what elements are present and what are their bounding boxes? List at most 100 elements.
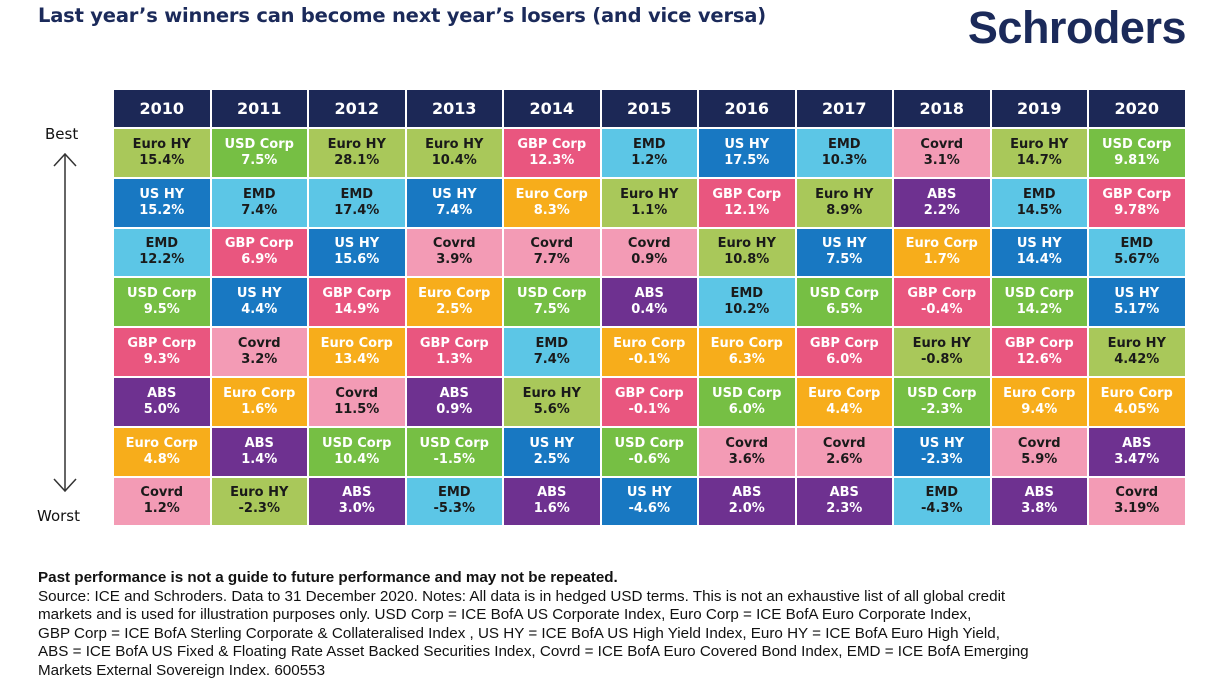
table-cell: USD Corp 6.5% bbox=[796, 278, 892, 327]
asset-name: Euro Corp bbox=[808, 385, 881, 401]
asset-name: Covrd bbox=[822, 435, 866, 451]
asset-name: Covrd bbox=[627, 236, 671, 252]
table-cell: Euro Corp 8.3% bbox=[504, 178, 600, 227]
table-cell: USD Corp -0.6% bbox=[601, 427, 697, 476]
asset-return: 6.0% bbox=[826, 352, 863, 368]
table-cell: Covrd 3.2% bbox=[211, 328, 307, 376]
source-line: Markets External Sovereign Index. 600553 bbox=[38, 661, 326, 679]
table-cell: GBP Corp 9.3% bbox=[114, 328, 210, 376]
year-header: 2010 bbox=[114, 90, 210, 127]
table-cell: ABS 2.3% bbox=[796, 477, 892, 526]
asset-return: 1.6% bbox=[533, 501, 570, 517]
asset-return: 4.05% bbox=[1114, 401, 1160, 417]
asset-name: Euro HY bbox=[425, 136, 484, 152]
asset-return: 3.0% bbox=[338, 501, 375, 517]
asset-return: 12.3% bbox=[529, 152, 575, 168]
table-cell: GBP Corp -0.4% bbox=[894, 278, 990, 327]
table-cell: US HY 15.2% bbox=[114, 178, 210, 227]
asset-return: 12.2% bbox=[139, 252, 185, 268]
asset-return: -2.3% bbox=[921, 451, 963, 467]
asset-return: 14.4% bbox=[1016, 252, 1062, 268]
asset-return: 9.5% bbox=[143, 302, 180, 318]
asset-name: ABS bbox=[342, 485, 372, 501]
asset-name: USD Corp bbox=[614, 435, 684, 451]
table-cell: Covrd 3.1% bbox=[894, 129, 990, 177]
table-cell: USD Corp 10.4% bbox=[309, 427, 405, 476]
asset-return: 15.6% bbox=[334, 252, 380, 268]
asset-name: GBP Corp bbox=[127, 336, 197, 352]
asset-return: -4.3% bbox=[921, 501, 963, 517]
table-cell: US HY -4.6% bbox=[601, 477, 697, 526]
asset-return: 5.6% bbox=[533, 401, 570, 417]
table-cell: US HY 4.4% bbox=[211, 278, 307, 327]
asset-name: ABS bbox=[927, 186, 957, 202]
table-cell: Euro HY 14.7% bbox=[991, 129, 1087, 177]
asset-name: ABS bbox=[732, 485, 762, 501]
footer-notes: Past performance is not a guide to futur… bbox=[38, 569, 1198, 681]
table-cell: ABS 3.0% bbox=[309, 477, 405, 526]
year-header: 2014 bbox=[504, 90, 600, 127]
table-cell: USD Corp -2.3% bbox=[894, 377, 990, 426]
source-line: ABS = ICE BofA US Fixed & Floating Rate … bbox=[38, 643, 1029, 661]
asset-name: GBP Corp bbox=[517, 136, 587, 152]
asset-return: 7.4% bbox=[533, 352, 570, 368]
asset-return: 6.3% bbox=[728, 352, 765, 368]
asset-name: US HY bbox=[139, 186, 185, 202]
table-cell: Covrd 3.9% bbox=[406, 228, 502, 277]
asset-name: USD Corp bbox=[224, 136, 294, 152]
table-cell: ABS 5.0% bbox=[114, 377, 210, 426]
year-header: 2019 bbox=[991, 90, 1087, 127]
table-cell: Euro Corp -0.1% bbox=[601, 328, 697, 376]
asset-name: USD Corp bbox=[1102, 136, 1172, 152]
asset-name: GBP Corp bbox=[809, 336, 879, 352]
asset-return: 14.7% bbox=[1016, 152, 1062, 168]
asset-name: US HY bbox=[236, 286, 282, 302]
asset-return: 3.6% bbox=[728, 451, 765, 467]
table-cell: Euro HY 10.4% bbox=[406, 129, 502, 177]
asset-return: 0.9% bbox=[436, 401, 473, 417]
asset-name: Euro Corp bbox=[223, 385, 296, 401]
table-cell: Covrd 2.6% bbox=[796, 427, 892, 476]
asset-name: Euro Corp bbox=[1100, 385, 1173, 401]
table-cell: Euro HY 4.42% bbox=[1089, 328, 1185, 376]
table-cell: US HY 14.4% bbox=[991, 228, 1087, 277]
best-label: Best bbox=[45, 125, 79, 143]
table-cell: Euro HY 8.9% bbox=[796, 178, 892, 227]
asset-name: ABS bbox=[147, 385, 177, 401]
table-cell: Covrd 0.9% bbox=[601, 228, 697, 277]
asset-return: 5.9% bbox=[1021, 451, 1058, 467]
asset-return: -0.1% bbox=[628, 352, 670, 368]
asset-name: Euro HY bbox=[620, 186, 679, 202]
asset-name: US HY bbox=[821, 236, 867, 252]
table-cell: EMD 1.2% bbox=[601, 129, 697, 177]
asset-name: Euro Corp bbox=[1003, 385, 1076, 401]
asset-return: -0.1% bbox=[628, 401, 670, 417]
asset-name: Euro Corp bbox=[905, 236, 978, 252]
table-cell: EMD 17.4% bbox=[309, 178, 405, 227]
double-arrow-icon bbox=[53, 152, 77, 493]
table-cell: EMD -4.3% bbox=[894, 477, 990, 526]
asset-return: 6.0% bbox=[728, 401, 765, 417]
asset-name: GBP Corp bbox=[614, 385, 684, 401]
asset-name: Covrd bbox=[725, 435, 769, 451]
asset-return: 3.9% bbox=[436, 252, 473, 268]
asset-name: ABS bbox=[1024, 485, 1054, 501]
asset-return: 1.1% bbox=[631, 202, 668, 218]
asset-name: EMD bbox=[535, 336, 569, 352]
table-cell: Euro HY 5.6% bbox=[504, 377, 600, 426]
asset-return: 7.4% bbox=[241, 202, 278, 218]
table-cell: Euro Corp 2.5% bbox=[406, 278, 502, 327]
asset-name: ABS bbox=[829, 485, 859, 501]
ranking-table: 2010 2011 2012 2013 2014 2015 2016 2017 2018 2019… bbox=[114, 90, 1185, 526]
asset-return: 2.5% bbox=[436, 302, 473, 318]
asset-return: 6.9% bbox=[241, 252, 278, 268]
asset-name: EMD bbox=[437, 485, 471, 501]
asset-name: EMD bbox=[340, 186, 374, 202]
table-cell: USD Corp 7.5% bbox=[504, 278, 600, 327]
asset-return: 5.67% bbox=[1114, 252, 1160, 268]
asset-return: 1.3% bbox=[436, 352, 473, 368]
asset-return: 17.5% bbox=[724, 152, 770, 168]
asset-name: USD Corp bbox=[517, 286, 587, 302]
asset-return: 3.1% bbox=[923, 152, 960, 168]
asset-name: GBP Corp bbox=[224, 236, 294, 252]
